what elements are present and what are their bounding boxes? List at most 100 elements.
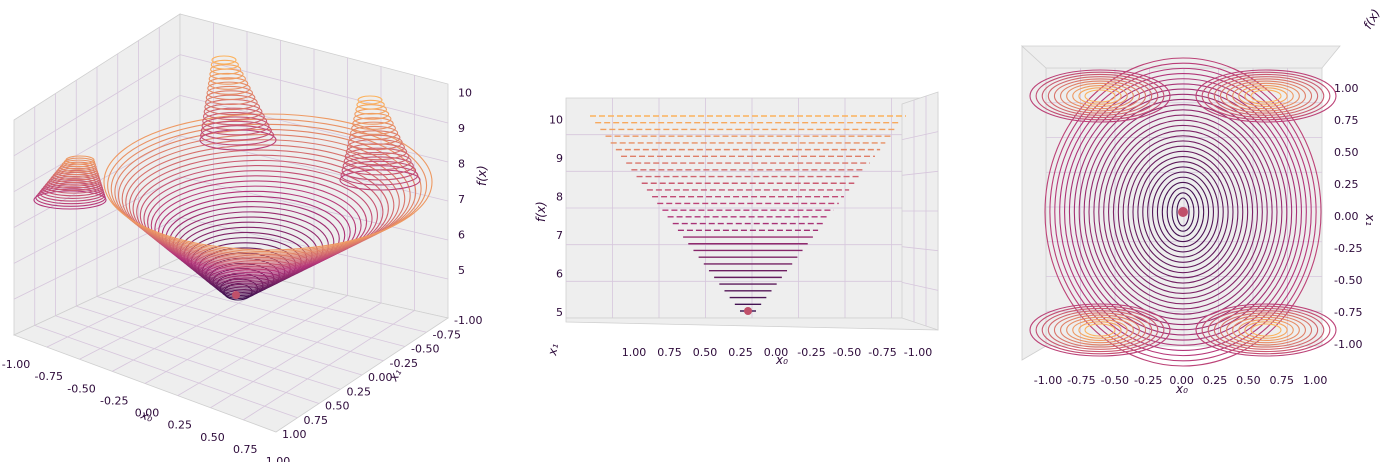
- panel3-x-tick-label: -1.00: [1034, 374, 1062, 387]
- panel-front: 1.00 0.75 0.50 0.25 0.00 -0.25 -0.50 -0.75 -1.00…: [534, 91, 939, 367]
- panel1-floor-pane-gridline: [144, 287, 315, 384]
- panel1-lobe-contour: [356, 99, 385, 110]
- panel3-x-tick-label: 1.00: [1303, 374, 1328, 387]
- panel3-y-tick-label: -1.00: [1334, 338, 1362, 351]
- panel3-zlabel: f(x): [1360, 7, 1382, 32]
- panel3-ylabel: x₁: [1363, 213, 1377, 226]
- panel2-x-tick-label: -1.00: [904, 346, 932, 359]
- panel1-y-tick-label: -1.00: [454, 314, 482, 327]
- panel1-lobe-contour: [208, 72, 246, 85]
- panel1-lobe-contour: [200, 125, 275, 146]
- panel1-lobe-contour: [210, 59, 239, 70]
- panel1-lobe-contour: [59, 161, 97, 173]
- panel3-y-tick-label: -0.50: [1334, 274, 1362, 287]
- panel3-top-pane: [1020, 45, 1341, 69]
- panel3-corner-contour: [1084, 89, 1116, 103]
- panel1-z-tick-label: 10: [458, 87, 472, 100]
- panel3-contours: [1029, 57, 1337, 367]
- panel2-zlabel: f(x): [534, 201, 548, 222]
- panel1-lobe-contour: [357, 95, 383, 105]
- panel3-corner-contour: [1047, 76, 1153, 116]
- panel1-contour: [150, 180, 362, 271]
- panel1-floor-pane-gridline: [177, 295, 348, 396]
- panel3-y-tick-label: 0.50: [1334, 146, 1359, 159]
- panel3-contour: [1103, 119, 1263, 305]
- panel1-lobe-contour: [200, 120, 272, 141]
- panel1-y-tick-label: -0.75: [433, 328, 461, 341]
- panel1-x-tick-label: -0.75: [35, 370, 63, 383]
- panel1-minimum-marker: [232, 291, 240, 299]
- panel1-xlabel: x₀: [138, 407, 155, 425]
- panel2-x-tick-label: -0.75: [868, 346, 896, 359]
- panel3-contour: [1176, 197, 1190, 227]
- panel1-zlabel: f(x): [475, 165, 489, 186]
- panel1-x-tick-label: 0.25: [168, 419, 193, 432]
- panel2-ylabel: x₁: [545, 342, 561, 357]
- panel1-lobe-contour: [207, 77, 249, 90]
- panel2-minimum-marker: [744, 307, 752, 315]
- panel3-contour: [1112, 130, 1254, 294]
- panel2-x-tick-label: 0.75: [657, 346, 682, 359]
- panel2-x-tick-label: 0.25: [728, 346, 753, 359]
- panel3-contour: [1044, 57, 1322, 367]
- panel3-corner-contour: [1250, 89, 1282, 103]
- panel1-lobe-contour: [52, 169, 100, 184]
- panel3-corner-contour: [1072, 319, 1128, 341]
- panel1-y-tick-label: 0.25: [347, 385, 372, 398]
- panel1-lobe-contour: [44, 178, 103, 194]
- panel1-x-tick-label: -0.25: [100, 394, 128, 407]
- panel2-z-tick-label: 5: [556, 306, 563, 319]
- panel2-x-tick-label: -0.25: [797, 346, 825, 359]
- panel1-y-ticks: -1.00-0.75 -0.50-0.250.000.25 0.500.751.00: [282, 314, 482, 441]
- panel3-contour: [1093, 109, 1273, 315]
- panel3-corner-contour: [1226, 80, 1306, 112]
- panel3-corner-contour: [1047, 310, 1153, 350]
- panel1-lobe-contour: [202, 107, 265, 126]
- panel1-ylabel: x₁: [386, 366, 405, 384]
- panel2-x-tick-label: -0.50: [833, 346, 861, 359]
- panel3-x-ticks: -1.00 -0.75 -0.50 -0.25 0.00 0.25 0.50 0.75 1.00: [1034, 374, 1328, 387]
- panel1-contour: [107, 118, 428, 253]
- panel3-contour: [1108, 124, 1258, 300]
- panel2-z-tick-label: 9: [556, 152, 563, 165]
- panel3-corner-contour: [1060, 314, 1140, 346]
- panel1-lobe-contour: [50, 171, 101, 186]
- panel2-z-tick-label: 8: [556, 191, 563, 204]
- panel1-lobe-contour: [61, 159, 96, 170]
- panel3-corner-contour: [1041, 307, 1159, 353]
- panel1-lobe-contour: [206, 85, 254, 100]
- panel1-lobe-contour: [203, 103, 263, 121]
- panel1-lobe-contour: [46, 176, 102, 192]
- panel3-contour: [1137, 155, 1229, 269]
- panel1-back-pane-gridline: [179, 176, 449, 241]
- panel1-contour: [132, 154, 389, 263]
- panel1-lobe-contour: [65, 155, 95, 165]
- panel3-x-tick-label: 0.50: [1236, 374, 1261, 387]
- panel3-corner-contour: [1213, 76, 1319, 116]
- panel3-contour: [1132, 150, 1234, 274]
- panel3-contour: [1083, 98, 1283, 326]
- panel1-lobe-contour: [33, 190, 107, 210]
- panel2-z-tick-label: 6: [556, 268, 563, 281]
- panel3-corner-contour: [1035, 71, 1165, 121]
- panel1-x-tick-label: -1.00: [2, 358, 30, 371]
- panel1-contour: [103, 113, 433, 251]
- panel2-z-tick-label: 10: [549, 114, 563, 127]
- panel3-corner-contour: [1053, 78, 1147, 114]
- panel3-contour: [1068, 83, 1298, 341]
- panel1-floor-pane-gridline: [46, 265, 214, 348]
- panel3-contour: [1054, 67, 1312, 357]
- panel1-z-ticks: 5 6 7 8 9 10: [458, 87, 472, 278]
- panel1-y-tick-label: -0.25: [390, 357, 418, 370]
- panel3-corner-contour: [1060, 80, 1140, 112]
- panel1-lobe-contour: [353, 112, 392, 125]
- panel1-lobe-contour: [348, 130, 401, 146]
- panel3-y-tick-label: 0.00: [1334, 210, 1359, 223]
- panel1-lobe-contour: [211, 55, 237, 65]
- panel3-corner-contour: [1201, 71, 1331, 121]
- panel1-x-tick-label: 1.00: [266, 455, 291, 462]
- panel3-corner-contour: [1078, 321, 1122, 339]
- panel3-corner-contour: [1195, 69, 1337, 123]
- panel3-corner-contour: [1226, 314, 1306, 346]
- panel3-corner-contour: [1219, 312, 1313, 348]
